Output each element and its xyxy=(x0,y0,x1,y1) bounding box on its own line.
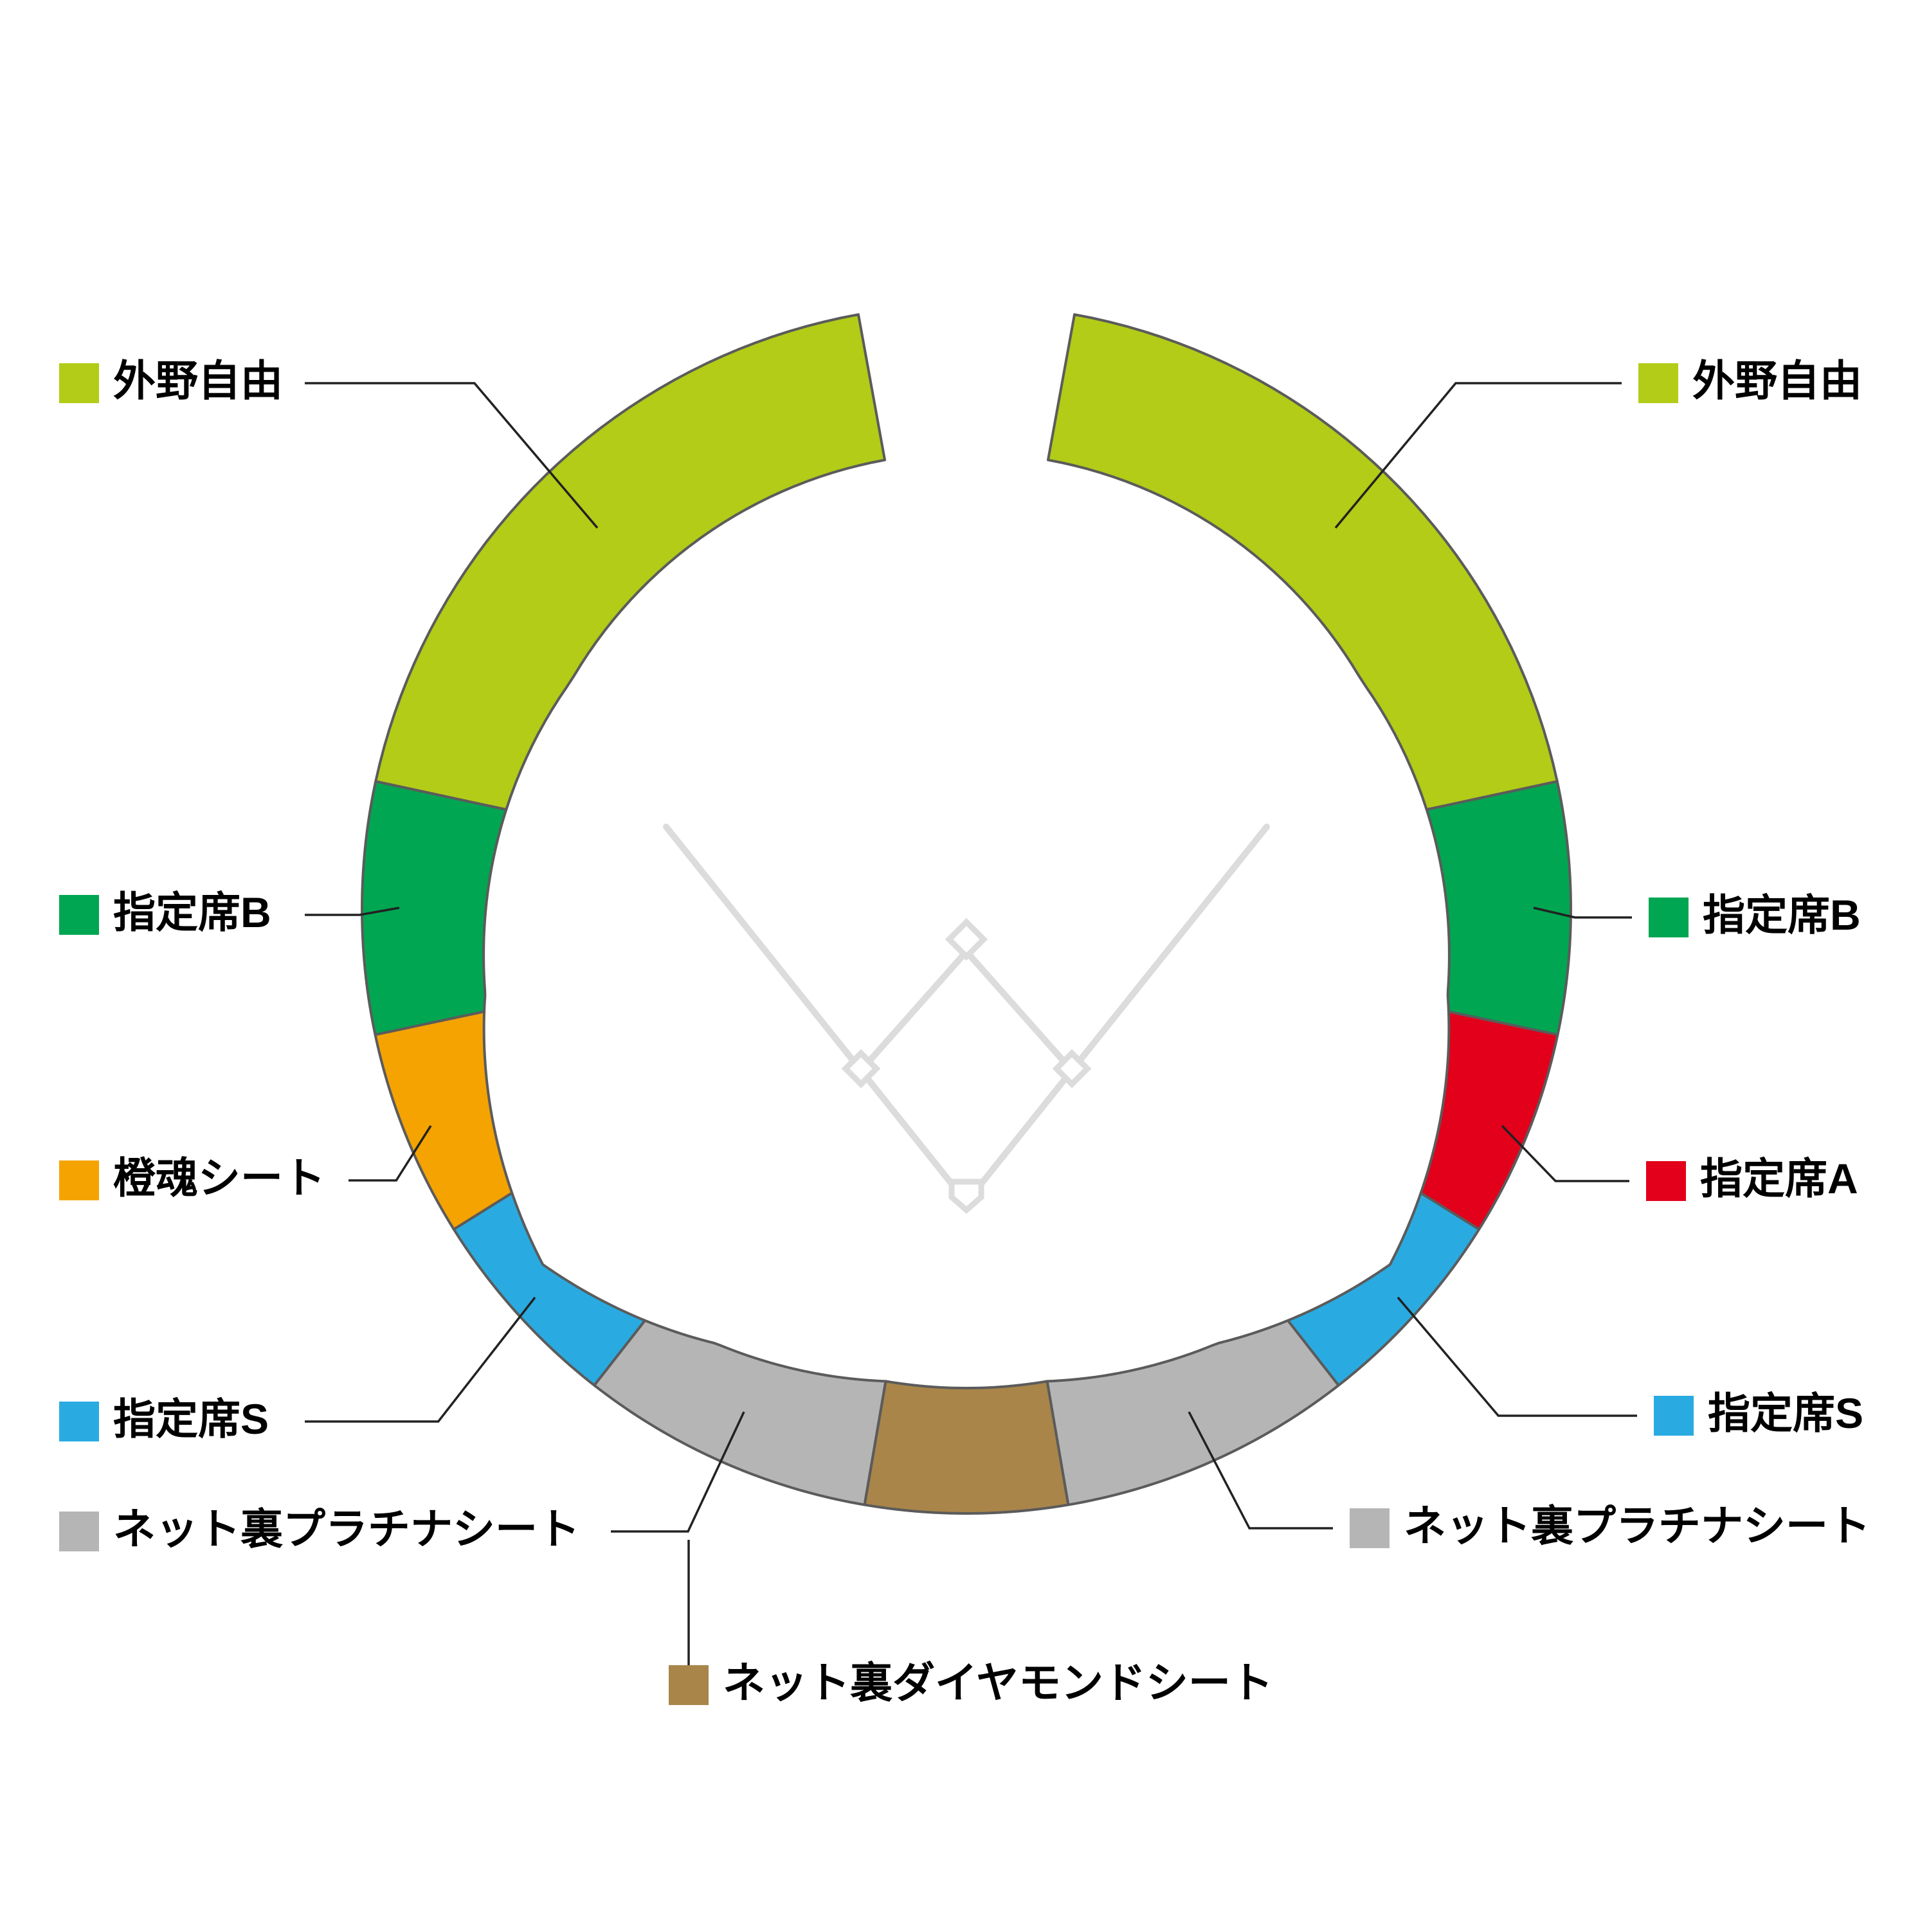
svg-text:ネット裏ダイヤモンドシート: ネット裏ダイヤモンドシート xyxy=(723,1659,1273,1706)
svg-text:指定席S: 指定席S xyxy=(113,1395,269,1443)
svg-text:外野自由: 外野自由 xyxy=(113,357,283,404)
svg-text:指定席S: 指定席S xyxy=(1708,1389,1863,1437)
svg-text:橙魂シート: 橙魂シート xyxy=(113,1154,325,1202)
svg-text:外野自由: 外野自由 xyxy=(1692,357,1862,404)
svg-text:ネット裏プラチナシート: ネット裏プラチナシート xyxy=(1404,1502,1870,1549)
svg-text:指定席B: 指定席B xyxy=(113,889,271,936)
svg-text:指定席A: 指定席A xyxy=(1700,1155,1858,1202)
svg-text:ネット裏プラチナシート: ネット裏プラチナシート xyxy=(113,1505,580,1553)
svg-text:指定席B: 指定席B xyxy=(1703,891,1861,939)
